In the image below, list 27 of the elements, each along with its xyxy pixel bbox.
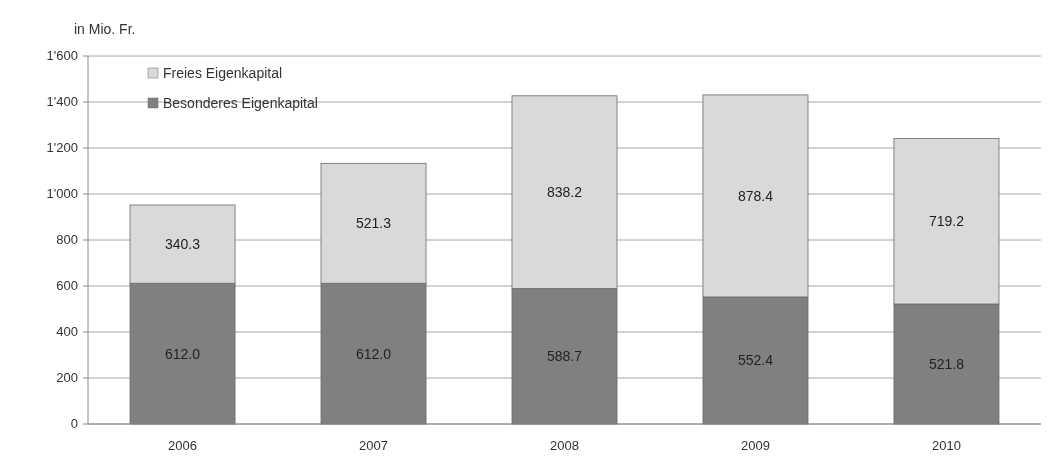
x-tick-label: 2010 — [932, 438, 961, 453]
y-tick-label: 200 — [56, 370, 78, 385]
x-tick-label: 2009 — [741, 438, 770, 453]
x-tick-label: 2006 — [168, 438, 197, 453]
data-label: 521.8 — [928, 355, 965, 372]
data-label: 340.3 — [165, 236, 201, 253]
y-tick-label: 400 — [56, 324, 78, 339]
data-label: 612.0 — [355, 345, 392, 362]
y-tick-label: 1'000 — [46, 186, 78, 201]
x-tick-label: 2008 — [550, 438, 579, 453]
data-label: 612.0 — [165, 345, 201, 362]
data-label: 878.4 — [737, 187, 774, 204]
y-tick-label: 0 — [70, 416, 78, 431]
data-label: 719.2 — [928, 213, 965, 230]
legend-label: Freies Eigenkapital — [163, 65, 283, 81]
y-tick-label: 1'400 — [46, 94, 78, 109]
data-label: 588.7 — [546, 348, 583, 365]
y-tick-label: 600 — [56, 278, 78, 293]
data-label: 552.4 — [737, 352, 774, 369]
y-tick-label: 1'600 — [46, 48, 78, 63]
data-label: 521.3 — [355, 215, 392, 232]
legend-label: Besonderes Eigenkapital — [163, 95, 318, 111]
y-tick-label: 1'200 — [46, 140, 78, 155]
y-tick-label: 800 — [56, 232, 78, 247]
data-label: 838.2 — [546, 184, 583, 201]
x-tick-label: 2007 — [359, 438, 388, 453]
y-axis-title: in Mio. Fr. — [74, 21, 136, 37]
